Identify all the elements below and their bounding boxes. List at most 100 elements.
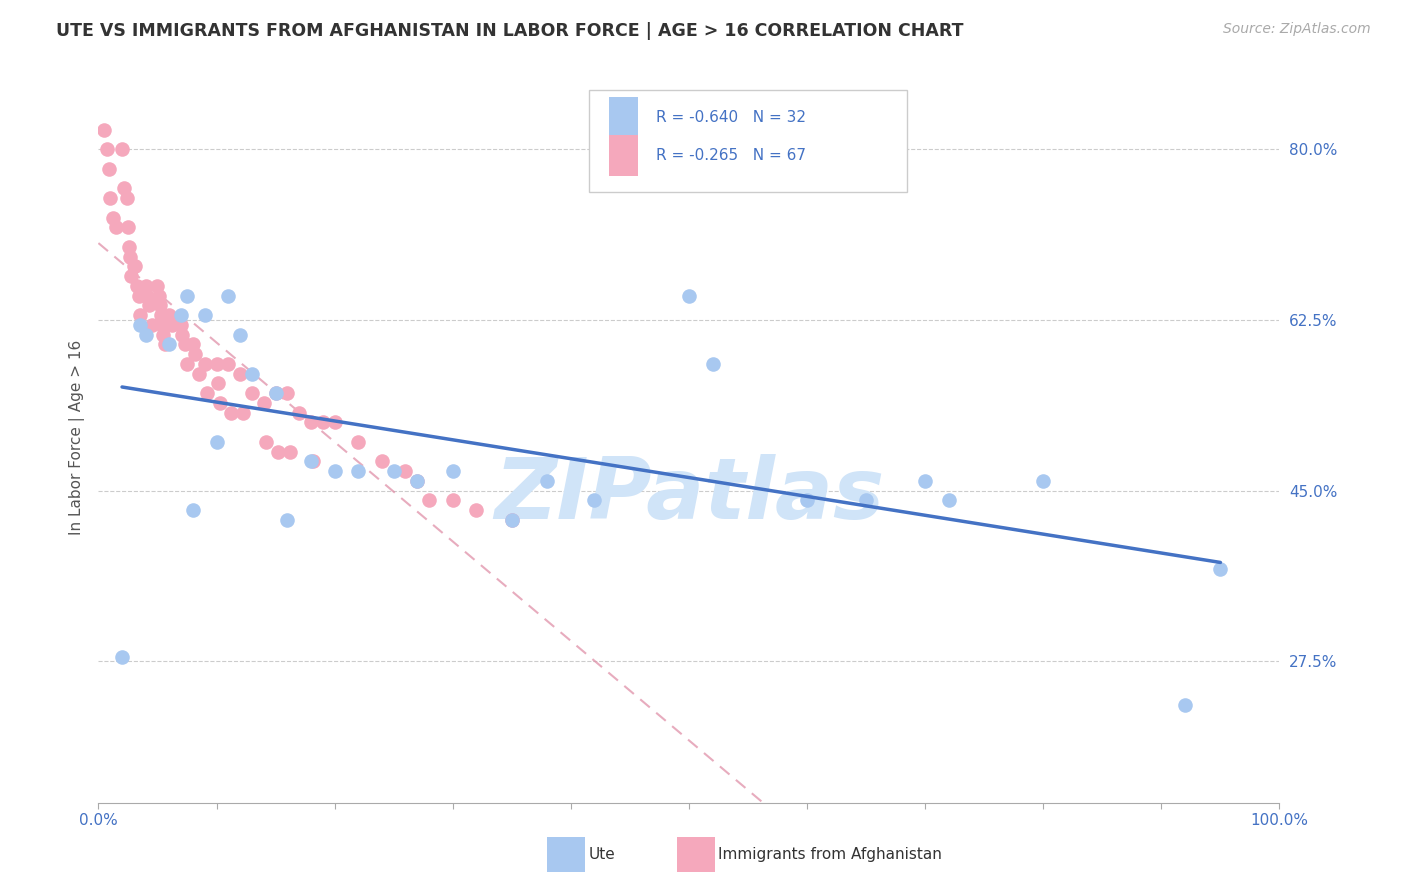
Point bbox=[121, 269, 143, 284]
Point bbox=[120, 250, 142, 264]
Point bbox=[207, 376, 229, 391]
Point bbox=[96, 142, 118, 156]
Point bbox=[323, 464, 346, 478]
FancyBboxPatch shape bbox=[589, 90, 907, 192]
Point bbox=[111, 142, 134, 156]
Point bbox=[135, 288, 157, 302]
Point bbox=[205, 357, 228, 371]
Point bbox=[702, 357, 724, 371]
Point bbox=[276, 386, 298, 401]
Point bbox=[217, 288, 239, 302]
Point bbox=[678, 288, 700, 302]
Point bbox=[441, 464, 464, 478]
Bar bbox=[609, 97, 638, 137]
Point bbox=[128, 288, 150, 302]
Point bbox=[176, 288, 198, 302]
Point bbox=[128, 318, 150, 332]
Bar bbox=[547, 838, 585, 872]
Point bbox=[205, 434, 228, 449]
Point bbox=[150, 308, 173, 322]
Point bbox=[796, 493, 818, 508]
Point bbox=[253, 396, 276, 410]
Point bbox=[371, 454, 394, 468]
Point bbox=[105, 220, 128, 235]
Text: UTE VS IMMIGRANTS FROM AFGHANISTAN IN LABOR FORCE | AGE > 16 CORRELATION CHART: UTE VS IMMIGRANTS FROM AFGHANISTAN IN LA… bbox=[56, 22, 963, 40]
Point bbox=[219, 406, 242, 420]
Point bbox=[312, 416, 335, 430]
Point bbox=[217, 357, 239, 371]
Point bbox=[264, 386, 287, 401]
Point bbox=[583, 493, 606, 508]
Point bbox=[465, 503, 488, 517]
Point bbox=[122, 260, 145, 274]
Point bbox=[299, 454, 322, 468]
Point bbox=[150, 318, 173, 332]
Point bbox=[231, 406, 253, 420]
Point bbox=[229, 327, 252, 342]
Point bbox=[299, 416, 322, 430]
Point bbox=[394, 464, 416, 478]
Point bbox=[209, 396, 232, 410]
Point bbox=[135, 279, 157, 293]
Point bbox=[914, 474, 936, 488]
Point bbox=[195, 386, 218, 401]
Point bbox=[141, 318, 163, 332]
Point bbox=[276, 513, 298, 527]
Point bbox=[501, 513, 523, 527]
Point bbox=[172, 327, 194, 342]
Point bbox=[278, 444, 301, 458]
Text: R = -0.265   N = 67: R = -0.265 N = 67 bbox=[655, 148, 806, 163]
Bar bbox=[609, 136, 638, 176]
Point bbox=[148, 288, 170, 302]
Y-axis label: In Labor Force | Age > 16: In Labor Force | Age > 16 bbox=[69, 340, 84, 534]
Point bbox=[157, 337, 180, 351]
Point bbox=[441, 493, 464, 508]
Point bbox=[501, 513, 523, 527]
Point bbox=[240, 386, 263, 401]
Point bbox=[406, 474, 429, 488]
Point bbox=[173, 337, 195, 351]
Point bbox=[128, 308, 150, 322]
Point bbox=[938, 493, 960, 508]
Point bbox=[229, 367, 252, 381]
Point bbox=[176, 357, 198, 371]
Point bbox=[347, 464, 370, 478]
Point bbox=[157, 308, 180, 322]
Point bbox=[302, 454, 325, 468]
Point bbox=[135, 327, 157, 342]
Point bbox=[184, 347, 207, 361]
Point bbox=[98, 191, 121, 205]
Point bbox=[101, 211, 124, 225]
Point bbox=[323, 416, 346, 430]
Point bbox=[181, 337, 204, 351]
Point bbox=[855, 493, 877, 508]
Point bbox=[288, 406, 311, 420]
Point bbox=[181, 503, 204, 517]
Bar bbox=[678, 838, 714, 872]
Point bbox=[98, 161, 121, 176]
Point bbox=[93, 123, 115, 137]
Point bbox=[118, 240, 141, 254]
Point bbox=[124, 260, 146, 274]
Point bbox=[111, 649, 134, 664]
Point bbox=[194, 308, 217, 322]
Point bbox=[170, 308, 193, 322]
Point bbox=[187, 367, 209, 381]
Point bbox=[149, 298, 172, 312]
Point bbox=[146, 279, 169, 293]
Point bbox=[127, 279, 149, 293]
Text: Immigrants from Afghanistan: Immigrants from Afghanistan bbox=[718, 847, 942, 862]
Text: R = -0.640   N = 32: R = -0.640 N = 32 bbox=[655, 110, 806, 125]
Point bbox=[1032, 474, 1054, 488]
Point bbox=[170, 318, 193, 332]
Point bbox=[264, 386, 287, 401]
Point bbox=[138, 298, 160, 312]
Point bbox=[194, 357, 217, 371]
Point bbox=[536, 474, 558, 488]
Point bbox=[267, 444, 290, 458]
Text: ZIPatlas: ZIPatlas bbox=[494, 454, 884, 537]
Text: Source: ZipAtlas.com: Source: ZipAtlas.com bbox=[1223, 22, 1371, 37]
Point bbox=[254, 434, 277, 449]
Point bbox=[406, 474, 429, 488]
Point bbox=[382, 464, 405, 478]
